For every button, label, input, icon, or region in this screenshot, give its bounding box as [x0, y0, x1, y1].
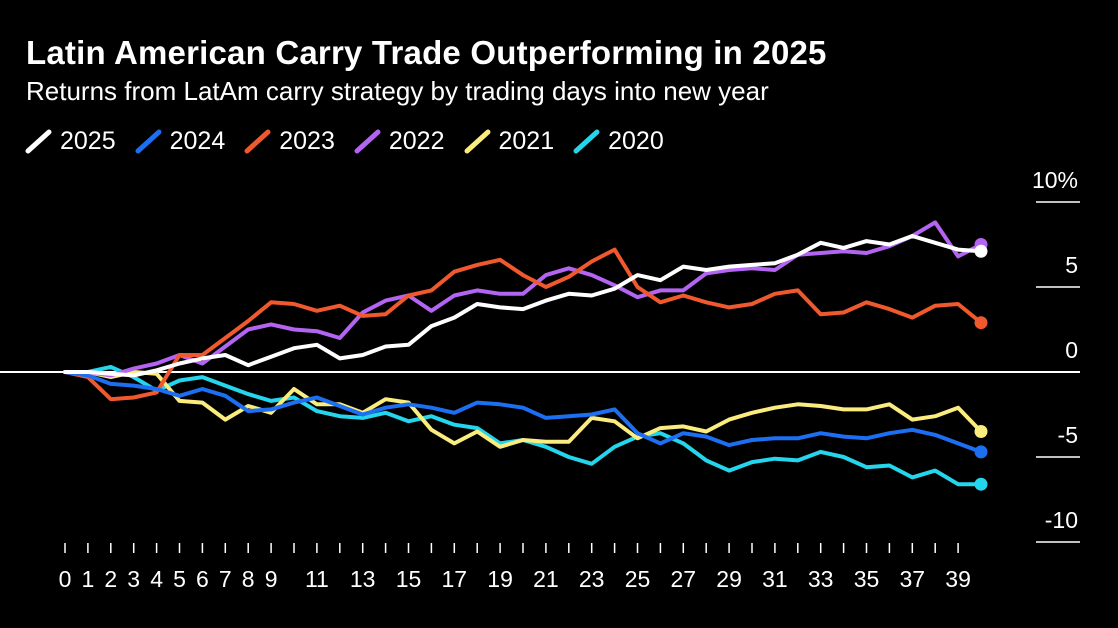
- x-tick-label-13: 13: [350, 566, 376, 592]
- x-tick-label-9: 9: [265, 566, 278, 592]
- x-tick-label-17: 17: [442, 566, 468, 592]
- x-tick-label-35: 35: [854, 566, 880, 592]
- x-tick-label-2: 2: [104, 566, 117, 592]
- legend-label-2024: 2024: [169, 126, 226, 155]
- x-tick-label-7: 7: [219, 566, 232, 592]
- series-endpoint-2023: [974, 316, 988, 330]
- legend-label-2022: 2022: [388, 126, 445, 155]
- legend-label-2023: 2023: [279, 126, 335, 155]
- series-line-2020: [63, 364, 983, 487]
- legend-swatch-2021: [464, 129, 490, 154]
- chart-title: Latin American Carry Trade Outperforming…: [26, 34, 827, 71]
- x-tick-label-39: 39: [945, 566, 971, 592]
- x-tick-label-1: 1: [82, 566, 95, 592]
- legend-item-2020: 2020: [572, 126, 664, 156]
- x-tick-label-6: 6: [196, 566, 209, 592]
- legend-item-2024: 2024: [134, 126, 226, 156]
- y-tick-label--10: -10: [1045, 507, 1078, 533]
- legend-label-2020: 2020: [608, 126, 664, 155]
- legend-item-2023: 2023: [243, 126, 335, 156]
- x-tick-label-25: 25: [625, 566, 651, 592]
- legend-swatch-2025: [25, 129, 52, 154]
- x-tick-label-31: 31: [762, 566, 788, 592]
- chart-subtitle: Returns from LatAm carry strategy by tra…: [26, 76, 769, 106]
- legend-label-2025: 2025: [60, 126, 116, 155]
- series-line-2021: [63, 370, 983, 449]
- x-tick-label-0: 0: [59, 566, 72, 592]
- x-tick-label-15: 15: [396, 566, 422, 592]
- series-line-2024: [63, 370, 983, 454]
- x-tick-label-3: 3: [127, 566, 140, 592]
- series-endpoint-2020: [974, 477, 988, 491]
- x-tick-label-11: 11: [305, 566, 329, 592]
- series-endpoint-2024: [974, 445, 988, 459]
- legend-label-2021: 2021: [498, 126, 555, 155]
- series-endpoint-2025: [974, 244, 988, 258]
- series-line-2022: [63, 220, 983, 378]
- y-tick-label--5: -5: [1058, 422, 1078, 448]
- x-tick-label-8: 8: [242, 566, 255, 592]
- legend-swatch-2022: [354, 129, 381, 154]
- legend-item-2022: 2022: [353, 126, 445, 156]
- x-tick-label-5: 5: [173, 566, 186, 592]
- x-tick-label-21: 21: [533, 566, 559, 592]
- x-tick-label-37: 37: [900, 566, 926, 592]
- y-tick-label-5: 5: [1065, 252, 1078, 278]
- legend-swatch-2024: [135, 129, 162, 154]
- series-line-2025: [63, 234, 983, 378]
- x-tick-label-19: 19: [487, 566, 513, 592]
- legend-swatch-2020: [573, 129, 600, 154]
- y-tick-label-10: 10%: [1032, 167, 1078, 193]
- x-tick-label-4: 4: [150, 566, 163, 592]
- x-tick-label-23: 23: [579, 566, 605, 592]
- legend-item-2021: 2021: [463, 126, 555, 156]
- legend-swatch-2023: [244, 129, 271, 154]
- y-tick-label-0: 0: [1065, 337, 1078, 363]
- legend-item-2025: 2025: [24, 126, 116, 156]
- series-endpoint-2021: [974, 425, 988, 438]
- chart-legend: 2025 2024 2023 2022 2021 2020: [24, 126, 682, 156]
- x-tick-label-33: 33: [808, 566, 834, 592]
- series-line-2023: [63, 247, 983, 402]
- x-tick-label-29: 29: [716, 566, 742, 592]
- x-tick-label-27: 27: [671, 566, 697, 592]
